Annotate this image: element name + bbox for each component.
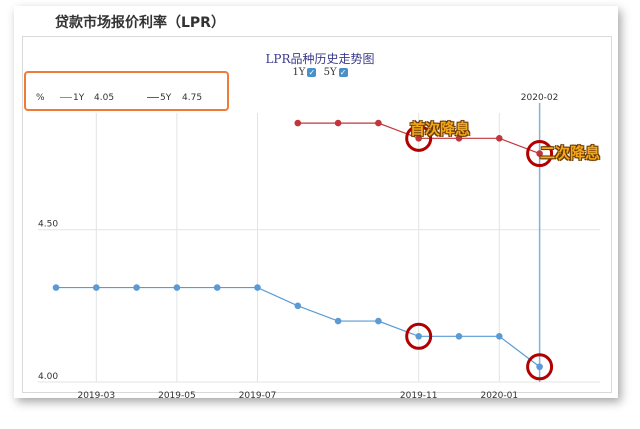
highlight-ring xyxy=(526,353,554,381)
legend-5y-name: 5Y xyxy=(160,93,172,103)
cursor-date-label: 2020-02 xyxy=(521,93,559,103)
toggle-1y-label: 1Y xyxy=(292,67,306,78)
annotation-second-cut: 二次降息 xyxy=(540,144,601,162)
plot-area xyxy=(22,36,612,393)
legend-1y-name: 1Y xyxy=(73,93,85,103)
legend-5y-value: 4.75 xyxy=(182,93,203,103)
checkbox-icon[interactable]: ✓ xyxy=(338,68,348,77)
legend-1y-swatch xyxy=(60,97,72,98)
annotation-first-cut: 首次降息 xyxy=(410,120,471,138)
x-tick-label: 2019-11 xyxy=(400,391,438,401)
highlight-ring xyxy=(405,322,433,350)
data-point-1Y xyxy=(294,302,302,310)
x-tick-label: 2019-07 xyxy=(239,391,277,401)
x-tick-label: 2019-03 xyxy=(77,391,115,401)
data-point-5Y xyxy=(334,119,342,127)
data-point-5Y xyxy=(375,119,382,127)
series-line-1Y xyxy=(56,286,540,368)
data-point-5Y xyxy=(294,119,302,127)
data-point-1Y xyxy=(254,284,261,291)
toggle-5y[interactable]: 5Y ✓ xyxy=(324,67,348,78)
toggle-1y[interactable]: 1Y ✓ xyxy=(292,67,317,78)
x-tick-label: 2020-01 xyxy=(480,391,518,401)
toggle-5y-label: 5Y xyxy=(323,67,337,78)
highlight-ring xyxy=(405,124,433,152)
highlight-ring xyxy=(526,140,554,168)
legend-unit: % xyxy=(36,93,45,103)
legend-1y-value: 4.05 xyxy=(94,93,115,103)
checkbox-icon[interactable]: ✓ xyxy=(307,68,317,77)
data-point-1Y xyxy=(496,333,503,340)
page-title: 贷款市场报价利率（LPR） xyxy=(55,15,225,31)
data-point-1Y xyxy=(52,284,60,291)
data-point-1Y xyxy=(415,333,423,340)
data-point-5Y xyxy=(415,135,423,142)
chart-title: LPR品种历史走势图 xyxy=(265,52,375,66)
legend-5y-swatch xyxy=(147,97,159,98)
series-toggles: 1Y ✓ 5Y ✓ xyxy=(0,67,640,78)
data-point-5Y xyxy=(536,150,543,157)
legend-highlight-box xyxy=(24,71,229,111)
data-point-1Y xyxy=(93,284,100,291)
data-point-1Y xyxy=(536,363,543,371)
x-tick-label: 2019-05 xyxy=(158,391,196,401)
data-point-1Y xyxy=(173,284,181,291)
data-point-1Y xyxy=(133,284,140,291)
y-tick-label: 4.00 xyxy=(38,372,58,382)
y-tick-label: 4.50 xyxy=(38,220,58,230)
data-point-5Y xyxy=(496,135,503,142)
data-point-1Y xyxy=(213,284,221,291)
data-point-1Y xyxy=(375,317,382,325)
data-point-1Y xyxy=(334,317,342,325)
data-point-5Y xyxy=(455,135,463,142)
data-point-1Y xyxy=(455,333,463,340)
